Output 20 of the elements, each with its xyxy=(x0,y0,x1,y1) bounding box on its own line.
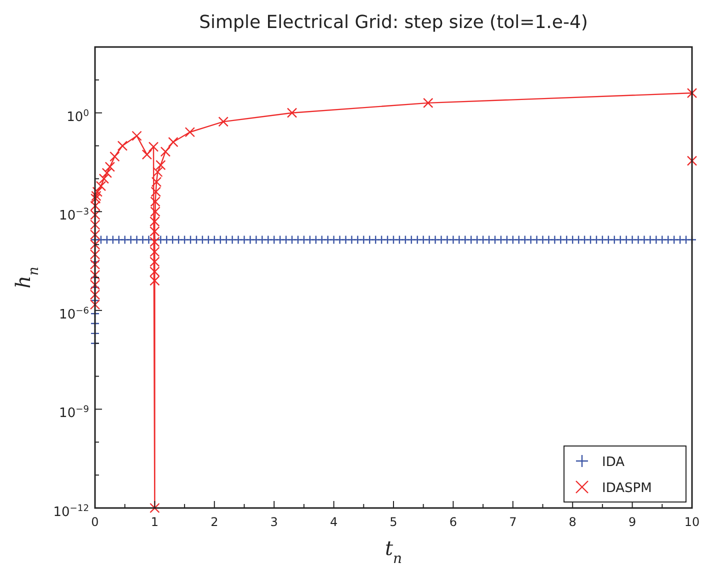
x-tick-label: 0 xyxy=(91,515,99,529)
x-tick-label: 9 xyxy=(628,515,636,529)
x-tick-label: 5 xyxy=(390,515,398,529)
y-tick-label: 10$^{−9}$ xyxy=(59,405,90,422)
y-tick-label: 10$^{−6}$ xyxy=(59,306,90,322)
legend-label: IDASPM xyxy=(602,481,652,496)
x-tick-label: 10 xyxy=(684,515,700,529)
x-axis-title: t$_{n}$ xyxy=(384,536,402,567)
legend-label: IDA xyxy=(602,455,625,470)
chart-title: Simple Electrical Grid: step size (tol=1.e-4) xyxy=(199,12,588,33)
y-tick-label: 10$^{0}$ xyxy=(66,108,90,125)
x-tick-label: 1 xyxy=(150,515,159,529)
y-tick-label: 10$^{−12}$ xyxy=(53,504,89,520)
x-tick-label: 4 xyxy=(330,515,338,529)
x-tick-label: 7 xyxy=(509,515,517,529)
y-tick-label: 10$^{−3}$ xyxy=(59,208,90,224)
x-tick-label: 3 xyxy=(270,515,278,529)
x-tick-label: 6 xyxy=(449,515,458,529)
x-tick-label: 2 xyxy=(210,515,218,529)
x-tick-label: 8 xyxy=(568,515,576,529)
